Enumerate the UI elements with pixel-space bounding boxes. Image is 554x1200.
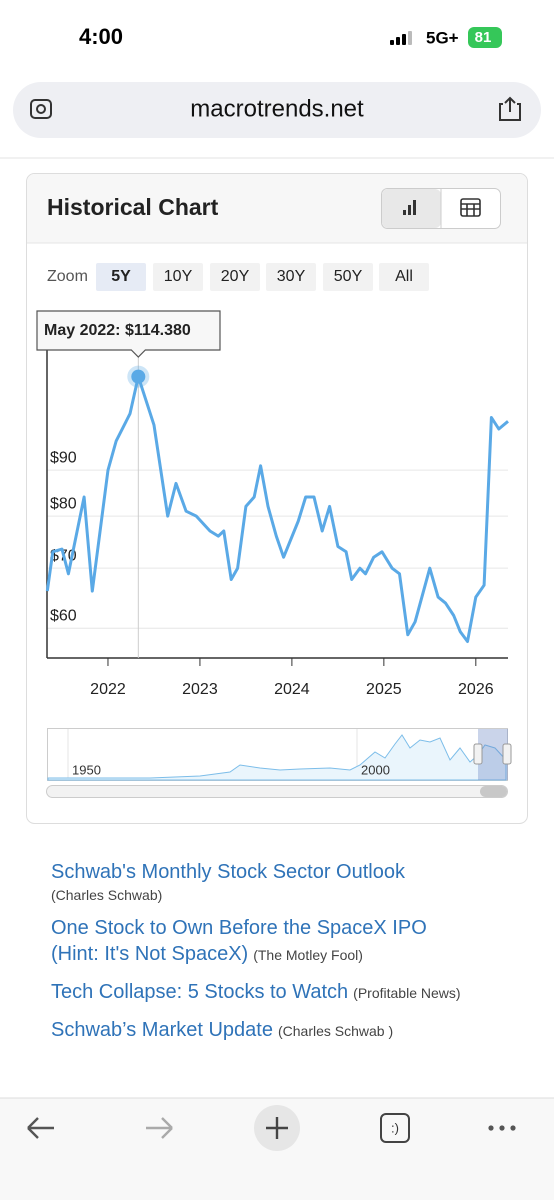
zoom-button[interactable] — [379, 263, 429, 291]
zoom-option[interactable]: All — [395, 268, 413, 285]
battery — [468, 27, 502, 48]
x-tick-label: 2022 — [90, 681, 126, 698]
chart-title: Historical Chart — [47, 194, 219, 220]
y-tick-label: $80 — [50, 495, 77, 512]
navigator-handle[interactable] — [473, 743, 483, 765]
link-source: (Charles Schwab) — [51, 887, 163, 903]
sponsored-links: Schwab's Monthly Stock Sector Outlook (Ch… — [51, 860, 521, 1056]
y-tick-label: $90 — [50, 449, 77, 466]
y-tick-label: $60 — [50, 608, 77, 625]
zoom-option[interactable]: 5Y — [111, 268, 131, 285]
zoom-buttons: 5Y 10Y 20Y 30Y 50Y All — [96, 263, 429, 291]
highlight-point — [131, 369, 146, 384]
zoom-option[interactable]: 30Y — [277, 268, 306, 285]
x-tick-label: 2023 — [182, 681, 218, 698]
price-line — [45, 375, 509, 643]
forward-button[interactable] — [146, 1117, 173, 1139]
zoom-button[interactable] — [323, 263, 373, 291]
navigator-handle[interactable] — [502, 743, 512, 765]
x-tick-label: 2026 — [458, 681, 494, 698]
battery-level: 81 — [475, 29, 492, 46]
address-bar[interactable] — [13, 82, 541, 138]
zoom-button[interactable] — [266, 263, 316, 291]
tabs-label: :) — [391, 1120, 399, 1135]
navigator-label: 1950 — [72, 762, 101, 777]
network: 5G+ — [426, 28, 459, 47]
back-button[interactable] — [27, 1117, 54, 1139]
menu-button[interactable] — [488, 1125, 516, 1131]
link-title[interactable]: Schwab's Monthly Stock Sector Outlook — [51, 861, 405, 883]
sponsored-link[interactable]: One Stock to Own Before the SpaceX IPO (… — [51, 916, 471, 968]
scrollbar-thumb[interactable] — [480, 786, 507, 797]
signal-icon — [390, 31, 412, 45]
x-tick-label: 2024 — [274, 681, 310, 698]
navigator-label: 2000 — [361, 762, 390, 777]
url[interactable]: macrotrends.net — [190, 95, 364, 122]
zoom-option[interactable]: 20Y — [221, 268, 250, 285]
tooltip-box — [36, 310, 221, 358]
link-source: (The Motley Fool) — [253, 947, 363, 963]
zoom-button[interactable] — [96, 263, 146, 291]
link-source: (Charles Schwab ) — [277, 1023, 394, 1039]
tooltip: May 2022: $114.380 — [44, 322, 191, 339]
page-info-icon[interactable] — [30, 99, 52, 119]
chart-view-button[interactable] — [382, 189, 441, 228]
sponsored-link[interactable]: Schwab’s Market Update (Charles Schwab ) — [51, 1018, 521, 1044]
clock: 4:00 — [79, 24, 123, 49]
tabs-button[interactable] — [380, 1113, 410, 1143]
share-icon[interactable] — [499, 96, 521, 121]
navigator-series — [47, 734, 507, 781]
link-title[interactable]: Tech Collapse: 5 Stocks to Watch — [51, 981, 349, 1003]
zoom-label: Zoom — [47, 268, 88, 285]
plus-icon — [266, 1117, 288, 1139]
table-view-button[interactable] — [460, 198, 481, 217]
chart-icon — [403, 200, 416, 215]
scrollbar[interactable] — [46, 785, 508, 798]
zoom-option[interactable]: 50Y — [334, 268, 363, 285]
link-title[interactable]: One Stock to Own Before the SpaceX IPO (… — [51, 917, 427, 965]
zoom-button[interactable] — [153, 263, 203, 291]
zoom-option[interactable]: 10Y — [164, 268, 193, 285]
link-source: (Profitable News) — [353, 985, 461, 1001]
link-title[interactable]: Schwab’s Market Update — [51, 1019, 273, 1041]
sponsored-link[interactable]: Schwab's Monthly Stock Sector Outlook (Ch… — [51, 860, 521, 904]
x-tick-label: 2025 — [366, 681, 402, 698]
zoom-button[interactable] — [210, 263, 260, 291]
sponsored-link[interactable]: Tech Collapse: 5 Stocks to Watch (Profita… — [51, 980, 521, 1006]
